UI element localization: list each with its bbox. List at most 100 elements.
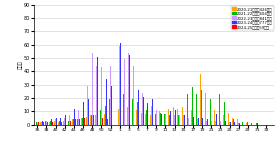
- Bar: [178, 116, 179, 125]
- Bar: [242, 122, 243, 125]
- Bar: [55, 120, 56, 125]
- Bar: [234, 122, 235, 125]
- Bar: [104, 114, 105, 125]
- Bar: [43, 122, 44, 125]
- Bar: [206, 121, 207, 125]
- Bar: [202, 118, 203, 125]
- Bar: [95, 116, 96, 125]
- Bar: [136, 110, 137, 125]
- Bar: [56, 118, 57, 125]
- Bar: [205, 93, 206, 125]
- Bar: [59, 121, 60, 125]
- Bar: [128, 100, 129, 125]
- Bar: [47, 122, 48, 125]
- Y-axis label: （件）: （件）: [17, 60, 22, 69]
- Bar: [88, 100, 89, 125]
- Bar: [68, 121, 69, 125]
- Bar: [146, 110, 147, 125]
- Bar: [274, 118, 275, 125]
- Bar: [210, 100, 211, 125]
- Bar: [102, 118, 103, 125]
- Bar: [92, 53, 93, 125]
- Bar: [96, 66, 97, 125]
- Bar: [220, 121, 221, 125]
- Bar: [150, 116, 151, 125]
- Bar: [225, 121, 226, 125]
- Bar: [83, 102, 84, 125]
- Bar: [129, 56, 130, 125]
- Bar: [184, 116, 185, 125]
- Bar: [100, 110, 101, 125]
- Bar: [86, 117, 87, 125]
- Bar: [192, 88, 193, 125]
- Bar: [174, 116, 175, 125]
- Bar: [65, 116, 66, 125]
- Bar: [50, 121, 51, 125]
- Bar: [182, 108, 183, 125]
- Bar: [223, 116, 224, 125]
- Bar: [152, 100, 153, 125]
- Bar: [145, 114, 146, 125]
- Bar: [137, 102, 138, 125]
- Bar: [169, 116, 170, 125]
- Bar: [175, 110, 176, 125]
- Bar: [124, 60, 125, 125]
- Bar: [67, 121, 68, 125]
- Bar: [49, 122, 50, 125]
- Bar: [237, 120, 238, 125]
- Bar: [84, 118, 85, 125]
- Bar: [155, 114, 156, 125]
- Bar: [168, 109, 169, 125]
- Bar: [133, 66, 134, 125]
- Bar: [91, 116, 92, 125]
- Bar: [233, 120, 234, 125]
- Bar: [70, 121, 71, 125]
- Bar: [72, 120, 73, 125]
- Bar: [74, 109, 75, 125]
- Bar: [201, 90, 202, 125]
- Bar: [90, 116, 91, 125]
- Bar: [81, 118, 82, 125]
- Bar: [61, 122, 62, 125]
- Bar: [224, 102, 225, 125]
- Bar: [209, 106, 210, 125]
- Bar: [101, 68, 102, 125]
- Bar: [141, 106, 142, 125]
- Bar: [170, 112, 171, 125]
- Bar: [188, 118, 189, 125]
- Bar: [207, 120, 208, 125]
- Bar: [109, 100, 110, 125]
- Bar: [54, 121, 55, 125]
- Bar: [119, 46, 120, 125]
- Bar: [120, 44, 121, 125]
- Bar: [138, 90, 139, 125]
- Bar: [118, 109, 119, 125]
- Bar: [37, 122, 38, 125]
- Bar: [98, 117, 99, 125]
- Bar: [164, 114, 165, 125]
- Bar: [143, 97, 144, 125]
- Bar: [110, 66, 111, 125]
- Bar: [51, 120, 52, 125]
- Bar: [87, 86, 88, 125]
- Bar: [215, 121, 216, 125]
- Bar: [198, 118, 199, 125]
- Legend: 2020-21年（計426件）, 2021-22年（計604件）, 2022-23年（計841件）, 2023-24年（計777件）, 2024-25年（計59: 2020-21年（計426件）, 2021-22年（計604件）, 2022-2…: [231, 6, 274, 30]
- Bar: [197, 120, 198, 125]
- Bar: [69, 116, 70, 125]
- Bar: [75, 120, 76, 125]
- Bar: [40, 122, 41, 125]
- Bar: [216, 114, 217, 125]
- Bar: [173, 108, 174, 125]
- Bar: [165, 114, 166, 125]
- Bar: [97, 57, 98, 125]
- Bar: [166, 113, 167, 125]
- Bar: [106, 80, 107, 125]
- Bar: [156, 110, 157, 125]
- Bar: [82, 118, 83, 125]
- Bar: [238, 124, 239, 125]
- Bar: [191, 110, 192, 125]
- Bar: [229, 122, 230, 125]
- Bar: [63, 121, 64, 125]
- Bar: [196, 113, 197, 125]
